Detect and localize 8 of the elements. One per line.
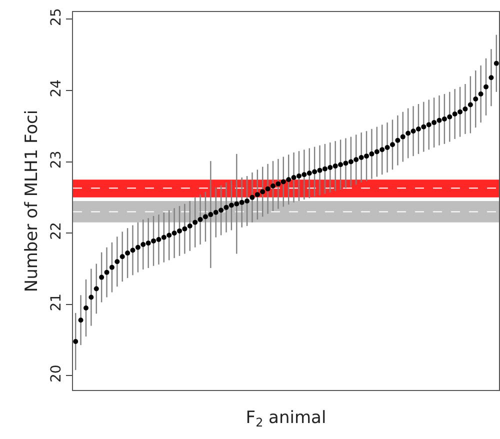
y-tick-label: 24 — [48, 79, 64, 98]
y-axis-title: Number of MLH1 Foci — [22, 110, 42, 292]
x-axis-title: F$_{2}$ animal — [246, 408, 326, 430]
y-tick-label: 20 — [48, 364, 64, 383]
y-tick-label: 21 — [48, 293, 64, 312]
y-tick-label: 22 — [48, 222, 64, 240]
y-tick-label: 23 — [48, 150, 64, 169]
y-tick-label: 25 — [48, 8, 64, 26]
